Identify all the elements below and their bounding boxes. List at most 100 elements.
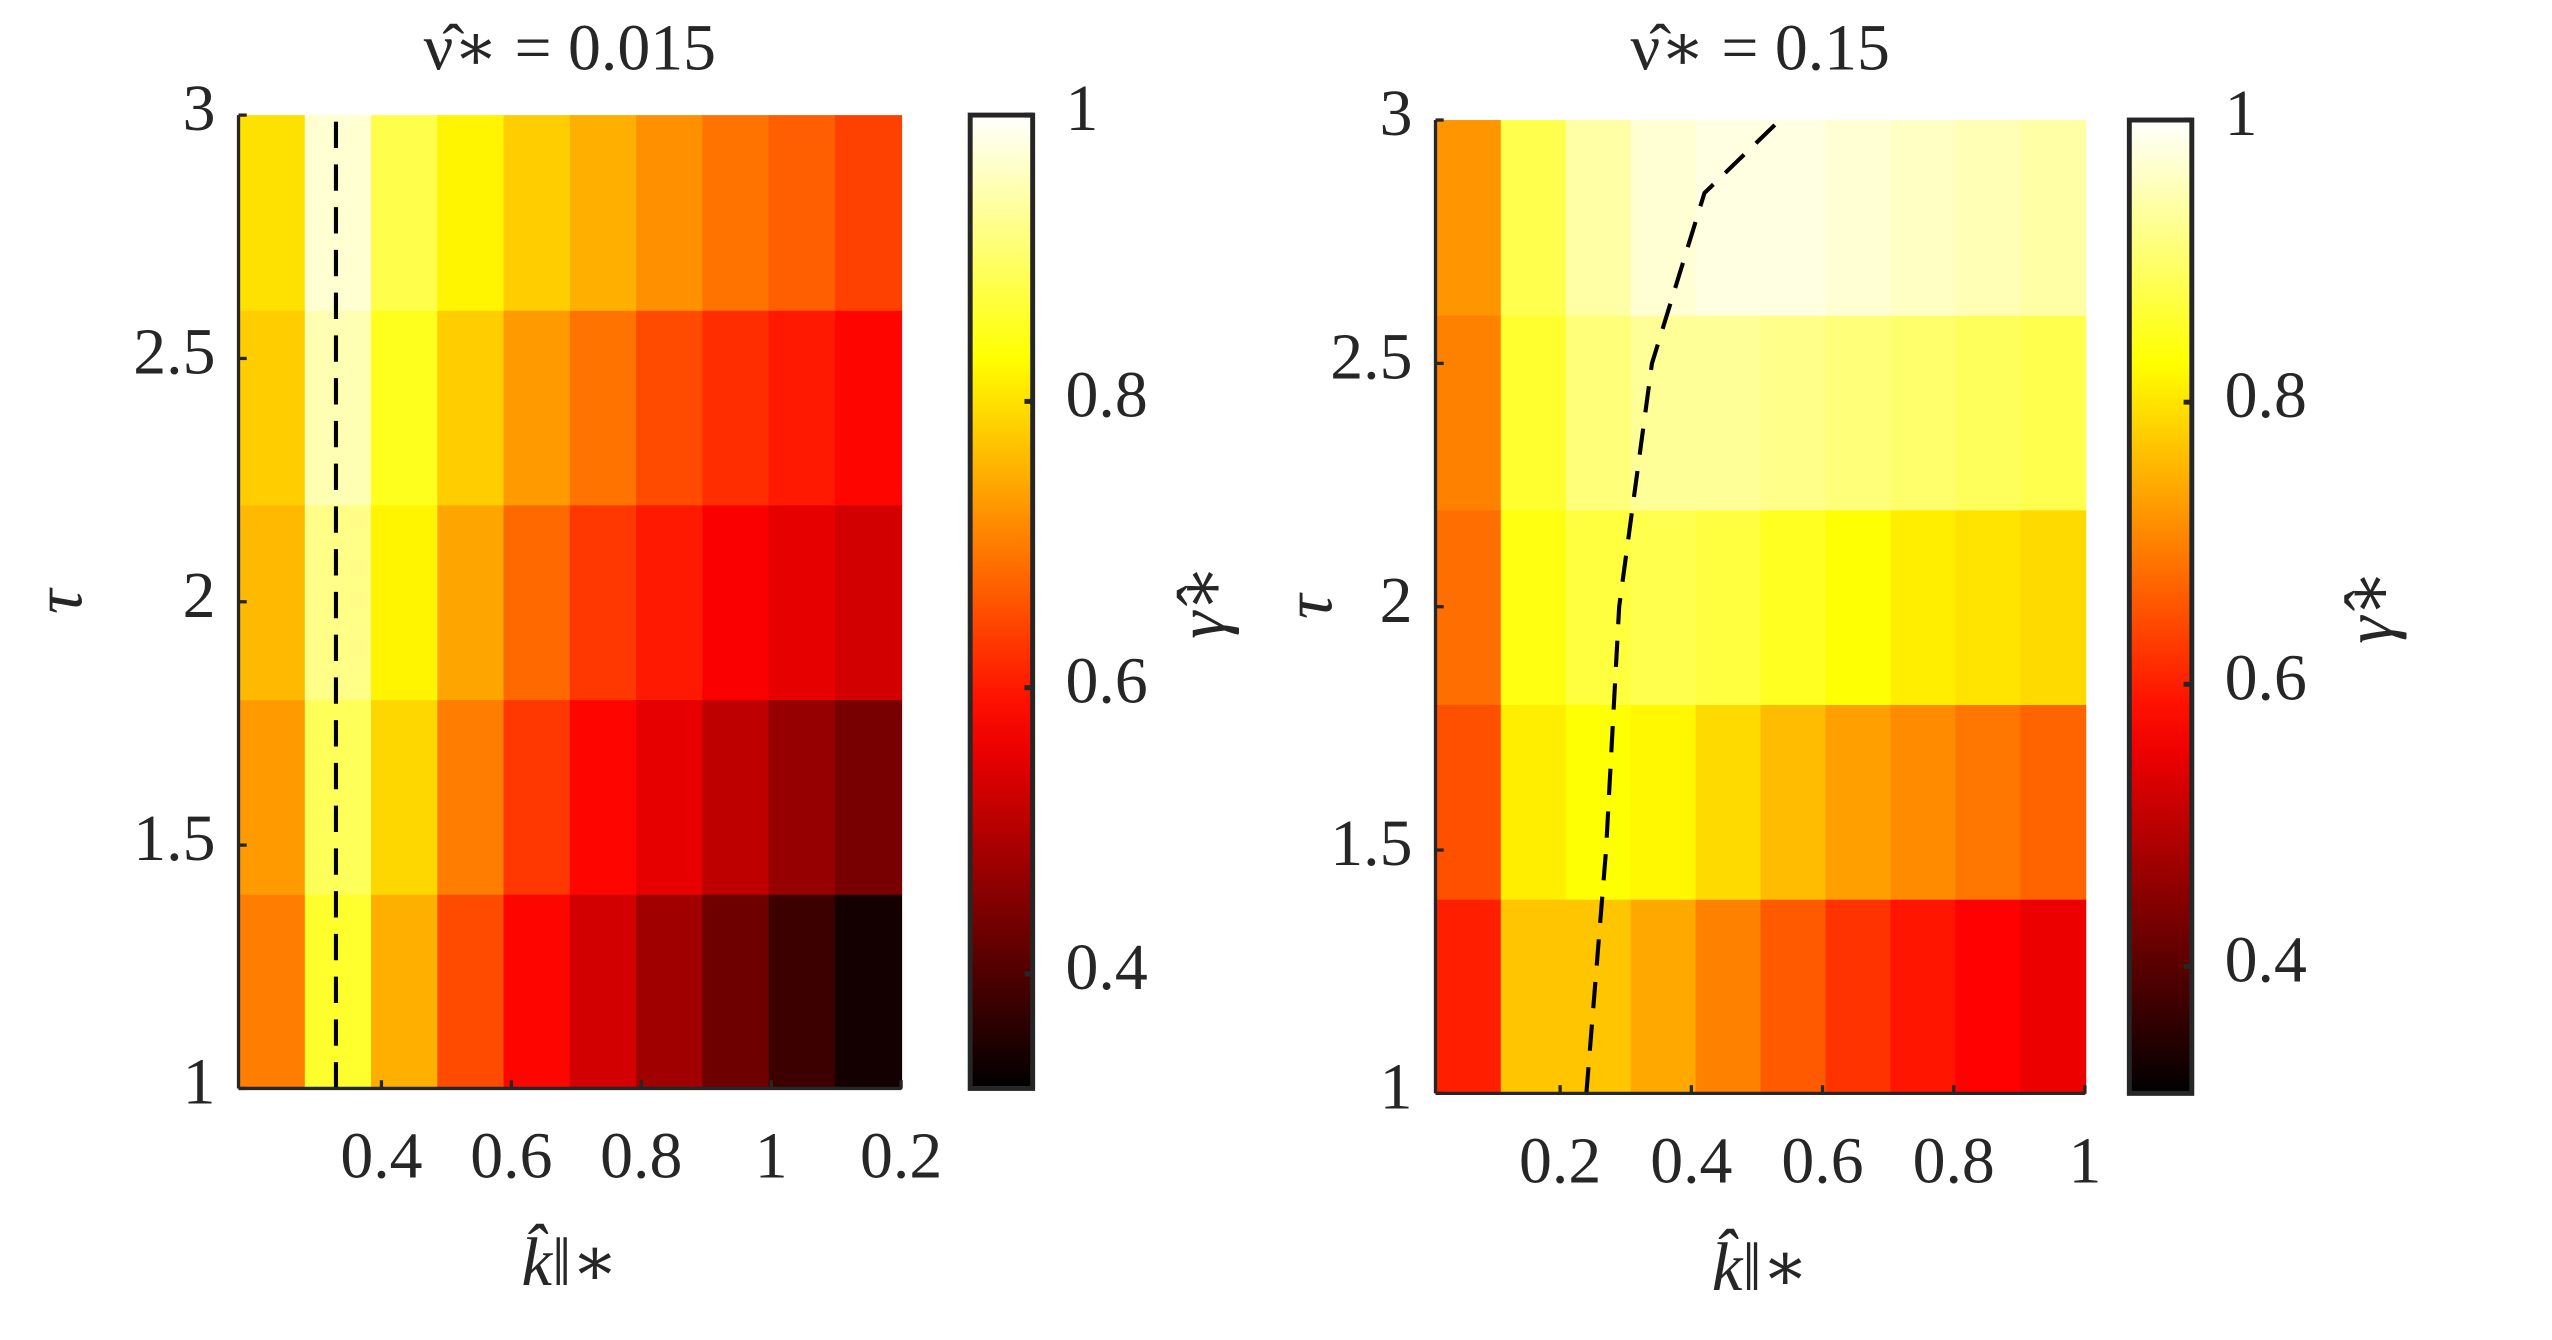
heatmap-cell	[371, 699, 439, 895]
heatmap-cell	[569, 115, 638, 311]
heatmap-cell	[1435, 120, 1502, 316]
heatmap-cell	[1825, 704, 1892, 900]
heatmap-cell	[1760, 509, 1827, 706]
heatmap-cell	[1890, 509, 1957, 706]
heatmap-cell	[636, 504, 704, 701]
heatmap-cell	[1695, 704, 1762, 900]
heatmap-cell	[1630, 314, 1697, 511]
heatmap-cell	[503, 115, 571, 311]
heatmap-cell	[702, 115, 770, 311]
y-tick-label: 2	[183, 559, 216, 632]
heatmap-cell	[1955, 314, 2022, 511]
heatmap-cell	[834, 309, 903, 506]
x-axis-label: k̂‖∗	[521, 1223, 618, 1301]
heatmap-cell	[569, 699, 638, 895]
heatmap-cell	[1695, 509, 1762, 706]
x-tick-label: 0.4	[1650, 1124, 1732, 1197]
heatmap-cell	[1955, 120, 2022, 316]
heatmap-cell	[238, 504, 306, 701]
x-tick-label: 0.2	[1519, 1124, 1601, 1197]
heatmap-cell	[768, 309, 836, 506]
heatmap-cell	[1435, 704, 1502, 900]
y-tick-label: 2.5	[1330, 320, 1412, 393]
heatmap-cell	[304, 699, 373, 895]
heatmap-cell	[371, 309, 439, 506]
heatmap-cell	[1500, 898, 1567, 1095]
x-tick-label: 1	[2068, 1124, 2101, 1197]
x-tick-label: 0.2	[860, 1120, 942, 1193]
heatmap-cell	[702, 699, 770, 895]
heatmap-cell	[768, 115, 836, 311]
heatmap-cell	[304, 115, 373, 311]
heatmap-cell	[1695, 898, 1762, 1095]
heatmap-cell	[2020, 898, 2087, 1095]
heatmap-cell	[1500, 704, 1567, 900]
heatmap-cell	[503, 699, 571, 895]
heatmap-cell	[2020, 704, 2087, 900]
y-tick-label: 1.5	[133, 802, 215, 875]
heatmap-cell	[636, 893, 704, 1090]
heatmap-cell	[371, 893, 439, 1090]
heatmap-cell	[1565, 509, 1632, 706]
heatmap-cell	[702, 893, 770, 1090]
heatmap-cell	[1630, 509, 1697, 706]
heatmap-cell	[1435, 314, 1502, 511]
heatmap-cell	[702, 309, 770, 506]
heatmap-cell	[238, 309, 306, 506]
x-tick-label: 0.4	[340, 1120, 422, 1193]
heatmap-cell	[1565, 314, 1632, 511]
heatmap-cell	[1435, 898, 1502, 1095]
x-tick-label: 0.8	[600, 1120, 682, 1193]
x-tick-label: 1	[755, 1120, 788, 1193]
heatmap-cell	[636, 699, 704, 895]
heatmap-cell	[437, 699, 505, 895]
heatmap-cell	[503, 893, 571, 1090]
heatmap-cell	[371, 115, 439, 311]
colorbar-tick-label: 0.8	[2225, 359, 2307, 432]
heatmap-cell	[834, 504, 903, 701]
heatmap-cell	[1695, 120, 1762, 316]
heatmap-cell	[304, 504, 373, 701]
heatmap-cell	[768, 893, 836, 1090]
colorbar-tick-label: 0.8	[1066, 358, 1148, 431]
heatmap-cell	[1435, 509, 1502, 706]
heatmap-cell	[437, 309, 505, 506]
colorbar	[2126, 117, 2195, 1096]
heatmap-cell	[2020, 120, 2087, 316]
colorbar-tick-label: 1	[2225, 77, 2258, 150]
heatmap-cell	[503, 504, 571, 701]
heatmap-cell	[1630, 898, 1697, 1095]
heatmap-cell	[569, 893, 638, 1090]
y-axis-label: τ	[20, 587, 97, 614]
chart-title: ν̂∗ = 0.015	[424, 11, 716, 84]
heatmap-cell	[702, 504, 770, 701]
y-tick-label: 3	[1380, 77, 1413, 150]
colorbar-tick-label: 0.6	[1066, 645, 1148, 718]
heatmap-cell	[1890, 704, 1957, 900]
heatmap-cell	[1890, 314, 1957, 511]
heatmap-cell	[1760, 120, 1827, 316]
heatmap-cell	[238, 893, 306, 1090]
heatmap-cell	[1825, 314, 1892, 511]
heatmap-cell	[1500, 314, 1567, 511]
y-axis-label: τ	[1269, 592, 1346, 619]
heatmap-cell	[834, 699, 903, 895]
heatmap-cell	[1695, 314, 1762, 511]
heatmap-cell	[1565, 120, 1632, 316]
heatmap-cell	[768, 699, 836, 895]
heatmap-cell	[1500, 509, 1567, 706]
heatmap-cell	[238, 115, 306, 311]
heatmap-cell	[1630, 120, 1697, 316]
heatmap-cell	[1955, 509, 2022, 706]
x-axis-label: k̂‖∗	[1712, 1228, 1809, 1306]
heatmap-cell	[437, 504, 505, 701]
heatmap-cell	[2020, 314, 2087, 511]
heatmap-cell	[437, 115, 505, 311]
heatmap-cell	[238, 699, 306, 895]
y-tick-label: 1	[183, 1046, 216, 1119]
heatmap-cell	[569, 309, 638, 506]
x-tick-label: 0.6	[1781, 1124, 1863, 1197]
heatmap-cell	[834, 893, 903, 1090]
heatmap-cell	[636, 309, 704, 506]
